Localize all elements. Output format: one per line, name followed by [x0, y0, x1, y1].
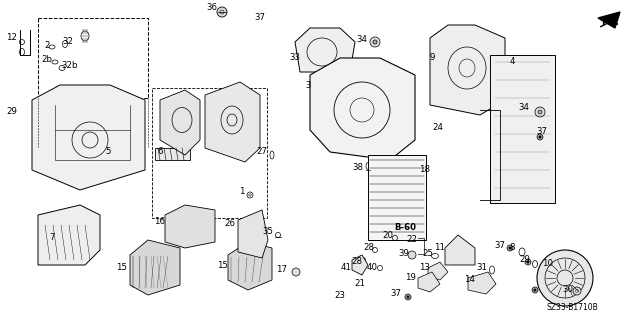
Text: 8: 8	[509, 243, 515, 253]
Polygon shape	[598, 12, 620, 28]
Polygon shape	[160, 90, 200, 155]
Circle shape	[509, 247, 511, 249]
Text: 30: 30	[563, 285, 573, 293]
Text: 5: 5	[105, 147, 111, 157]
Text: 25: 25	[422, 249, 433, 258]
Polygon shape	[205, 82, 260, 162]
Text: 41: 41	[340, 263, 351, 272]
Text: 29: 29	[520, 256, 531, 264]
Circle shape	[538, 110, 542, 114]
Text: B-60: B-60	[394, 224, 416, 233]
Text: 2: 2	[44, 41, 50, 50]
Text: 28: 28	[351, 257, 362, 266]
Text: 15: 15	[218, 262, 228, 271]
Circle shape	[537, 250, 593, 306]
Polygon shape	[352, 255, 368, 275]
Polygon shape	[295, 28, 355, 72]
Text: 23: 23	[335, 292, 346, 300]
Text: 29: 29	[6, 108, 17, 116]
Text: 18: 18	[419, 166, 431, 174]
Bar	[152, 88, 267, 218]
Text: 36: 36	[207, 4, 218, 12]
Text: 12: 12	[6, 33, 17, 42]
Text: SZ33-B1710B: SZ33-B1710B	[546, 303, 598, 313]
Circle shape	[507, 245, 513, 251]
Text: 6: 6	[157, 147, 163, 157]
Circle shape	[292, 268, 300, 276]
Text: 37: 37	[390, 288, 401, 298]
Text: 35: 35	[262, 227, 273, 236]
Circle shape	[525, 259, 531, 265]
Text: 15: 15	[116, 263, 127, 272]
Text: 38: 38	[353, 164, 364, 173]
Circle shape	[217, 7, 227, 17]
Text: 4: 4	[509, 57, 515, 66]
Bar	[155, 148, 190, 160]
Text: 31: 31	[477, 263, 488, 272]
Text: 11: 11	[435, 243, 445, 253]
Text: 33: 33	[289, 54, 301, 63]
Circle shape	[405, 294, 411, 300]
Polygon shape	[165, 205, 215, 248]
Text: 20: 20	[383, 231, 394, 240]
Circle shape	[539, 136, 541, 138]
Polygon shape	[430, 25, 505, 115]
Circle shape	[573, 287, 581, 295]
Text: 10: 10	[543, 258, 554, 268]
Polygon shape	[38, 205, 100, 265]
Text: 16: 16	[154, 218, 166, 226]
Polygon shape	[428, 262, 448, 280]
Circle shape	[370, 37, 380, 47]
Circle shape	[532, 287, 538, 293]
Text: 9: 9	[429, 53, 435, 62]
Text: 7: 7	[49, 234, 55, 242]
Text: 37: 37	[536, 128, 547, 137]
Circle shape	[527, 261, 529, 263]
Text: 34: 34	[518, 103, 529, 113]
Circle shape	[373, 40, 377, 44]
Text: 17: 17	[276, 265, 287, 275]
Text: FR.: FR.	[601, 17, 619, 27]
Text: 37: 37	[495, 241, 506, 249]
Text: 40: 40	[367, 263, 378, 272]
Polygon shape	[310, 58, 415, 160]
Polygon shape	[238, 210, 268, 258]
Text: 26: 26	[225, 219, 236, 228]
Bar	[490, 55, 555, 203]
Text: 1: 1	[239, 188, 244, 197]
Text: 34: 34	[356, 35, 367, 44]
Bar	[38, 18, 148, 98]
Polygon shape	[130, 240, 180, 295]
Circle shape	[407, 296, 409, 298]
Text: 21: 21	[355, 279, 365, 288]
Bar	[368, 155, 426, 240]
Polygon shape	[418, 272, 440, 292]
Polygon shape	[468, 272, 496, 294]
Text: 32b: 32b	[61, 61, 78, 70]
Polygon shape	[32, 85, 145, 190]
Text: 19: 19	[404, 273, 415, 283]
Text: 27: 27	[257, 147, 268, 157]
Text: 37: 37	[255, 13, 266, 23]
Text: 39: 39	[399, 249, 410, 257]
Circle shape	[535, 107, 545, 117]
Text: 24: 24	[433, 123, 444, 132]
Text: 32: 32	[63, 36, 74, 46]
Polygon shape	[228, 242, 272, 290]
Text: 28: 28	[364, 243, 374, 253]
Text: 2b: 2b	[42, 56, 52, 64]
Text: 22: 22	[406, 235, 417, 244]
Text: 14: 14	[465, 276, 476, 285]
Circle shape	[537, 134, 543, 140]
Polygon shape	[445, 235, 475, 265]
Text: 13: 13	[419, 263, 431, 272]
Text: 3: 3	[305, 80, 311, 90]
Ellipse shape	[408, 251, 416, 259]
Circle shape	[534, 289, 536, 291]
